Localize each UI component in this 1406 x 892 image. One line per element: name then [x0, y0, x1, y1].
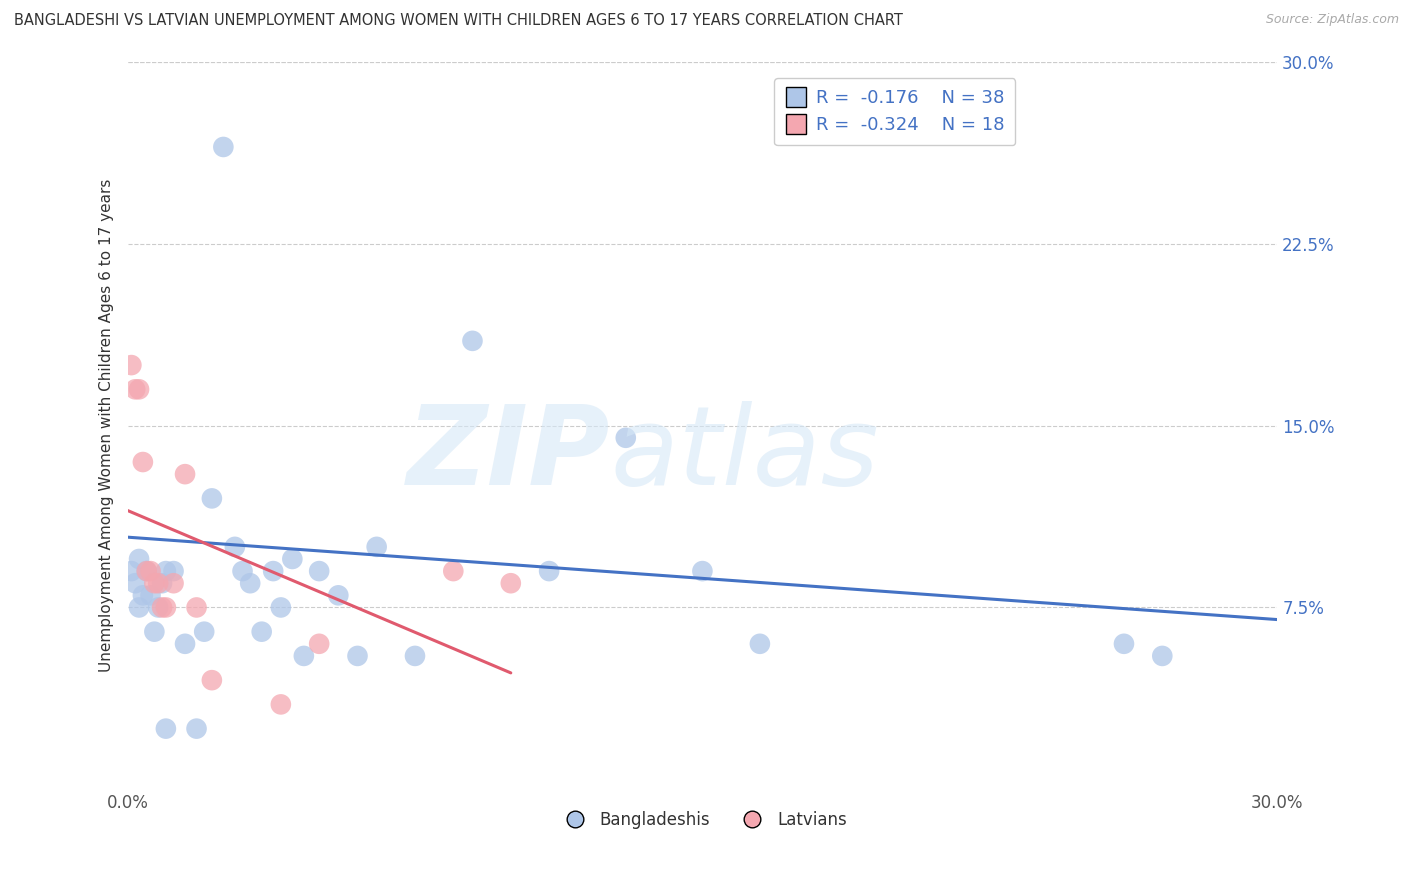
Point [328, 588, 350, 602]
Point [186, 600, 208, 615]
Point [281, 552, 304, 566]
Point [135, 564, 157, 578]
Point [748, 637, 770, 651]
Point [404, 648, 426, 663]
Text: BANGLADESHI VS LATVIAN UNEMPLOYMENT AMONG WOMEN WITH CHILDREN AGES 6 TO 17 YEARS: BANGLADESHI VS LATVIAN UNEMPLOYMENT AMON… [14, 13, 903, 29]
Point [614, 431, 637, 445]
Point [308, 564, 330, 578]
Point [366, 540, 388, 554]
Point [1152, 648, 1174, 663]
Point [150, 576, 173, 591]
Point [162, 564, 184, 578]
Legend: Bangladeshis, Latvians: Bangladeshis, Latvians [551, 804, 853, 836]
Point [139, 588, 162, 602]
Point [143, 576, 166, 591]
Text: atlas: atlas [610, 401, 879, 508]
Point [193, 624, 215, 639]
Point [308, 637, 330, 651]
Point [441, 564, 464, 578]
Point [201, 491, 224, 506]
Point [139, 564, 162, 578]
Point [174, 467, 197, 482]
Point [143, 624, 166, 639]
Point [270, 600, 292, 615]
Point [538, 564, 561, 578]
Point [150, 600, 173, 615]
Point [128, 600, 150, 615]
Point [201, 673, 224, 688]
Point [292, 648, 315, 663]
Point [162, 576, 184, 591]
Point [155, 722, 177, 736]
Point [270, 698, 292, 712]
Y-axis label: Unemployment Among Women with Children Ages 6 to 17 years: Unemployment Among Women with Children A… [100, 179, 114, 673]
Point [128, 382, 150, 396]
Point [174, 637, 197, 651]
Point [1112, 637, 1135, 651]
Point [155, 600, 177, 615]
Point [148, 576, 170, 591]
Point [692, 564, 714, 578]
Point [120, 564, 142, 578]
Point [124, 576, 146, 591]
Point [212, 140, 235, 154]
Point [224, 540, 246, 554]
Point [186, 722, 208, 736]
Point [262, 564, 284, 578]
Point [231, 564, 253, 578]
Point [120, 358, 142, 372]
Text: Source: ZipAtlas.com: Source: ZipAtlas.com [1265, 13, 1399, 27]
Point [132, 588, 155, 602]
Point [461, 334, 484, 348]
Point [499, 576, 522, 591]
Point [346, 648, 368, 663]
Point [239, 576, 262, 591]
Point [128, 552, 150, 566]
Point [135, 564, 157, 578]
Text: ZIP: ZIP [406, 401, 610, 508]
Point [148, 600, 170, 615]
Point [124, 382, 146, 396]
Point [132, 455, 155, 469]
Point [155, 564, 177, 578]
Point [250, 624, 273, 639]
